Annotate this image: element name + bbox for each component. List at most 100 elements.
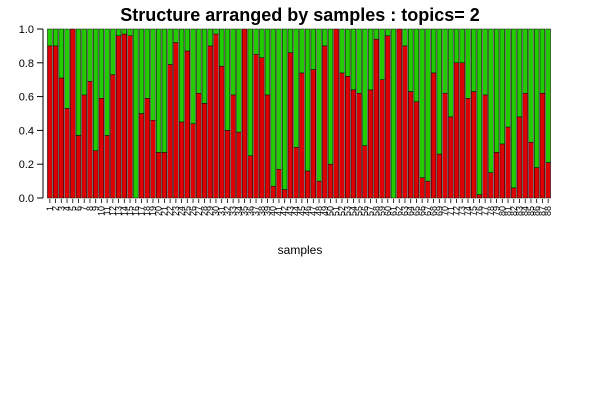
x-tick-label: 68 (429, 206, 439, 216)
x-tick-label: 32 (222, 206, 232, 216)
bar-sample-26-topic-2 (190, 28, 196, 124)
bar-sample-36-topic-1 (247, 155, 253, 199)
bar-sample-68-topic-1 (430, 72, 437, 199)
bar-sample-52-topic-1 (339, 72, 345, 199)
x-tick-label: 7 (79, 206, 89, 211)
bar-sample-21-topic-2 (161, 28, 168, 153)
bar-sample-54-topic-2 (350, 28, 357, 91)
bar-sample-88-topic-1 (545, 162, 551, 199)
bar-sample-85-topic-1 (528, 141, 534, 199)
x-tick-label: 9 (91, 206, 101, 211)
bar-sample-24-topic-1 (178, 121, 185, 199)
x-tick-label: 53 (343, 206, 353, 216)
x-tick-label: 45 (297, 206, 307, 216)
bar-sample-57-topic-2 (367, 28, 374, 91)
bar-sample-72-topic-2 (453, 28, 460, 64)
y-axis: 0.0 0.2 0.4 0.6 0.8 1.0 (19, 24, 44, 205)
bar-sample-28-topic-1 (201, 103, 208, 199)
bar-sample-30-topic-2 (213, 28, 219, 35)
bar-sample-21-topic-1 (161, 152, 168, 199)
bar-sample-15-topic-1 (127, 35, 133, 199)
x-tick-label: 22 (165, 206, 175, 216)
x-tick-label: 18 (142, 206, 152, 216)
bar-sample-80-topic-2 (499, 28, 505, 145)
x-tick-label: 80 (497, 206, 507, 216)
x-tick-label: 69 (434, 206, 444, 216)
bar-sample-79-topic-2 (493, 28, 500, 153)
bar-sample-47-topic-1 (310, 69, 316, 199)
x-tick-label: 29 (205, 206, 215, 216)
bar-sample-66-topic-1 (419, 177, 425, 199)
x-tick-label: 61 (389, 206, 399, 216)
x-tick-label: 57 (366, 206, 376, 216)
bar-sample-76-topic-1 (476, 194, 483, 199)
bar-sample-63-topic-2 (402, 28, 408, 47)
bar-sample-22-topic-2 (167, 28, 173, 65)
chart-title: Structure arranged by samples : topics= … (120, 5, 480, 25)
bar-sample-40-topic-1 (270, 185, 276, 199)
x-tick-label: 42 (280, 206, 290, 216)
x-tick-label: 11 (102, 206, 112, 215)
bar-sample-74-topic-1 (465, 98, 471, 199)
bar-sample-54-topic-1 (350, 89, 357, 199)
bar-sample-39-topic-1 (264, 94, 271, 199)
bar-sample-50-topic-2 (327, 28, 334, 165)
x-tick-label: 34 (234, 206, 244, 216)
bar-sample-31-topic-2 (219, 28, 225, 67)
bar-sample-31-topic-1 (219, 65, 225, 199)
bar-sample-65-topic-2 (413, 28, 420, 102)
bar-sample-7-topic-2 (81, 28, 87, 96)
x-tick-label: 58 (371, 206, 381, 216)
bar-sample-6-topic-2 (75, 28, 82, 136)
x-tick-label: 81 (503, 206, 513, 216)
x-tick-label: 3 (56, 206, 66, 211)
bar-sample-30-topic-1 (213, 33, 219, 199)
bar-sample-12-topic-1 (110, 74, 116, 199)
bar-sample-58-topic-2 (373, 28, 379, 40)
x-tick-label: 66 (417, 206, 427, 216)
bar-sample-22-topic-1 (167, 64, 173, 199)
bar-sample-28-topic-2 (201, 28, 208, 104)
bar-sample-44-topic-2 (293, 28, 299, 148)
bar-sample-53-topic-2 (345, 28, 351, 77)
bar-sample-57-topic-1 (367, 89, 374, 199)
bar-sample-84-topic-1 (522, 92, 528, 199)
bar-sample-86-topic-2 (534, 28, 540, 168)
bar-sample-9-topic-2 (93, 28, 99, 151)
x-tick-label: 83 (515, 206, 525, 216)
x-tick-label: 31 (217, 206, 227, 216)
bar-sample-82-topic-2 (511, 28, 517, 189)
bar-sample-70-topic-2 (442, 28, 448, 94)
x-tick-label: 52 (337, 206, 347, 216)
bar-sample-75-topic-2 (471, 28, 477, 92)
bar-sample-6-topic-1 (75, 135, 82, 199)
x-tick-label: 54 (348, 206, 358, 216)
bar-sample-79-topic-1 (493, 152, 500, 199)
bar-sample-38-topic-2 (259, 28, 265, 58)
x-tick-label: 48 (314, 206, 324, 216)
bar-sample-87-topic-2 (539, 28, 546, 94)
bar-sample-9-topic-1 (93, 150, 99, 199)
bar-sample-34-topic-1 (236, 131, 242, 199)
bar-sample-67-topic-1 (425, 180, 431, 199)
x-tick-label: 85 (526, 206, 536, 216)
x-tick-label: 62 (394, 206, 404, 216)
x-tick-label: 74 (463, 206, 473, 216)
bar-sample-33-topic-1 (230, 94, 236, 199)
bar-sample-73-topic-1 (459, 62, 465, 199)
bar-sample-64-topic-1 (408, 91, 414, 199)
bar-sample-65-topic-1 (413, 101, 420, 199)
y-tick-label: 1.0 (19, 24, 34, 36)
bar-sample-70-topic-1 (442, 92, 448, 199)
x-tick-label: 49 (320, 206, 330, 216)
x-tick-label: 36 (245, 206, 255, 216)
bar-sample-66-topic-2 (419, 28, 425, 178)
bar-sample-8-topic-1 (87, 81, 93, 199)
bar-sample-86-topic-1 (534, 167, 540, 199)
x-tick-label: 75 (469, 206, 479, 216)
x-tick-label: 88 (543, 206, 553, 216)
x-tick-label: 17 (137, 206, 147, 216)
bar-sample-47-topic-2 (310, 28, 316, 70)
bar-sample-46-topic-2 (304, 28, 311, 172)
bar-sample-4-topic-1 (64, 108, 70, 199)
